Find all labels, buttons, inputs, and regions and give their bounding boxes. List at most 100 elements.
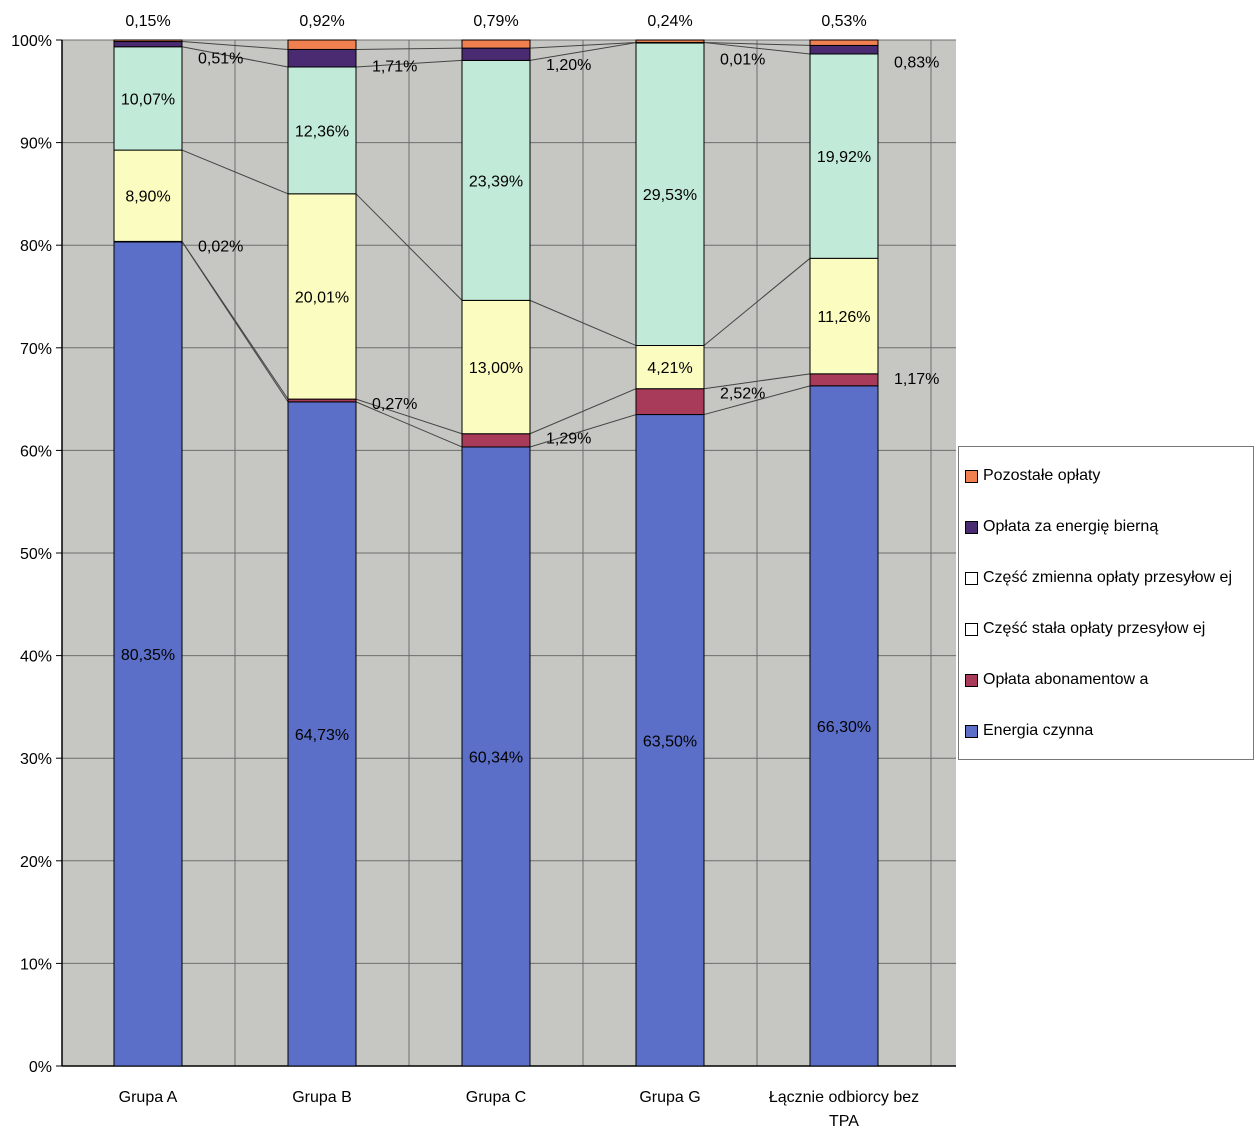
data-label: 0,79% <box>473 13 518 30</box>
bar-segment <box>809 257 879 375</box>
legend-item-czesc-zmienna: Część zmienna opłaty przesyłow ej <box>965 569 1232 587</box>
data-label: 1,29% <box>546 431 591 448</box>
legend-item-abonamentowa: Opłata abonamentow a <box>965 671 1148 689</box>
y-tick-label: 40% <box>20 649 52 666</box>
bar-segment <box>635 388 705 416</box>
bar-segment <box>287 39 357 50</box>
data-label: 1,17% <box>894 371 939 388</box>
stacked-bar-chart: 0% 10% 20% 30% 40% 50% 60% 70% 80% 90% 100% 80,35% 6… <box>11 13 956 1130</box>
data-label: 64,73% <box>295 727 349 744</box>
data-label: 20,01% <box>295 289 349 306</box>
legend-swatch <box>965 622 978 636</box>
bar-segment <box>461 299 531 435</box>
data-label: 0,53% <box>821 13 866 30</box>
legend-item-czesc-stala: Część stała opłaty przesyłow ej <box>965 620 1205 638</box>
y-tick-label: 80% <box>20 238 52 255</box>
legend-item-energia-bierna: Opłata za energię bierną <box>965 518 1158 536</box>
legend-label: Część stała opłaty przesyłow ej <box>983 620 1206 637</box>
bar-segment <box>113 39 183 43</box>
legend-swatch <box>965 571 978 585</box>
legend-label: Opłata za energię bierną <box>983 518 1159 535</box>
bar-segment <box>635 42 705 347</box>
series-line <box>355 47 463 50</box>
data-label: 13,00% <box>469 360 523 377</box>
chart-legend: Pozostałe opłaty Opłata za energię biern… <box>958 446 1254 760</box>
series-line <box>529 41 637 49</box>
data-label: 0,83% <box>894 54 939 71</box>
data-label: 0,51% <box>198 51 243 68</box>
bar-segment <box>809 44 879 55</box>
legend-item-energia-czynna: Energia czynna <box>965 722 1093 740</box>
legend-swatch <box>965 520 978 534</box>
data-label: 1,71% <box>372 58 417 75</box>
data-label: 0,24% <box>647 13 692 30</box>
legend-swatch <box>965 673 978 687</box>
bar-segment <box>113 149 183 242</box>
data-label: 12,36% <box>295 123 349 140</box>
series-line <box>703 257 811 346</box>
legend-swatch <box>965 469 978 483</box>
y-tick-label: 50% <box>20 546 52 563</box>
series-line <box>529 414 637 448</box>
legend-label: Energia czynna <box>983 722 1094 739</box>
bar-segment <box>287 193 357 400</box>
bar-segment <box>635 414 705 1067</box>
x-category-label: Łącznie odbiorcy bez <box>769 1089 919 1106</box>
x-category-label: Grupa C <box>466 1089 526 1106</box>
x-category-label: Grupa A <box>119 1089 178 1106</box>
data-label: 0,01% <box>720 51 765 68</box>
data-label: 11,26% <box>817 309 870 326</box>
x-category-label: Grupa B <box>292 1089 352 1106</box>
data-label: 66,30% <box>817 719 871 736</box>
legend-label: Opłata abonamentow a <box>983 671 1149 688</box>
data-label: 0,15% <box>125 13 170 30</box>
series-line <box>181 41 289 50</box>
legend-item-pozostale: Pozostałe opłaty <box>965 467 1100 485</box>
x-category-label: Grupa G <box>639 1089 700 1106</box>
bar-segment <box>635 39 705 43</box>
data-label: 80,35% <box>121 647 175 664</box>
data-label: 0,02% <box>198 238 243 255</box>
data-label: 19,92% <box>817 149 871 166</box>
series-line <box>703 41 811 46</box>
bar-segment <box>809 39 879 46</box>
bar-segment <box>461 59 531 301</box>
series-line <box>355 401 463 448</box>
series-line <box>355 398 463 435</box>
series-line <box>703 42 811 55</box>
series-line <box>355 193 463 301</box>
bar-segment <box>461 47 531 61</box>
series-line <box>529 42 637 61</box>
series-line <box>181 46 289 68</box>
y-tick-label: 90% <box>20 136 52 153</box>
data-label: 29,53% <box>643 187 697 204</box>
data-label: 63,50% <box>643 733 697 750</box>
legend-swatch <box>965 724 978 738</box>
y-tick-label: 10% <box>20 956 52 973</box>
bar-segment <box>809 53 879 259</box>
bar-segment <box>461 446 531 1067</box>
data-label: 60,34% <box>469 749 523 766</box>
bar-segment <box>635 345 705 390</box>
data-label: 0,27% <box>372 396 417 413</box>
data-label: 1,20% <box>546 57 591 74</box>
bar-segment <box>809 385 879 1067</box>
series-line <box>703 373 811 390</box>
data-label: 10,07% <box>121 91 175 108</box>
data-label: 4,21% <box>647 360 692 377</box>
bar-segment <box>461 39 531 49</box>
bar-segment <box>113 41 183 48</box>
series-line <box>703 385 811 416</box>
y-tick-label: 100% <box>11 33 52 50</box>
legend-label: Część zmienna opłaty przesyłow ej <box>983 569 1232 586</box>
series-line <box>529 388 637 435</box>
data-label: 8,90% <box>125 189 170 206</box>
data-label: 0,92% <box>299 13 344 30</box>
y-tick-label: 70% <box>20 341 52 358</box>
series-line <box>181 149 289 195</box>
y-tick-label: 0% <box>29 1059 52 1076</box>
y-tick-label: 30% <box>20 751 52 768</box>
series-line <box>355 59 463 68</box>
bar-segment <box>809 373 879 387</box>
legend-label: Pozostałe opłaty <box>983 467 1101 484</box>
